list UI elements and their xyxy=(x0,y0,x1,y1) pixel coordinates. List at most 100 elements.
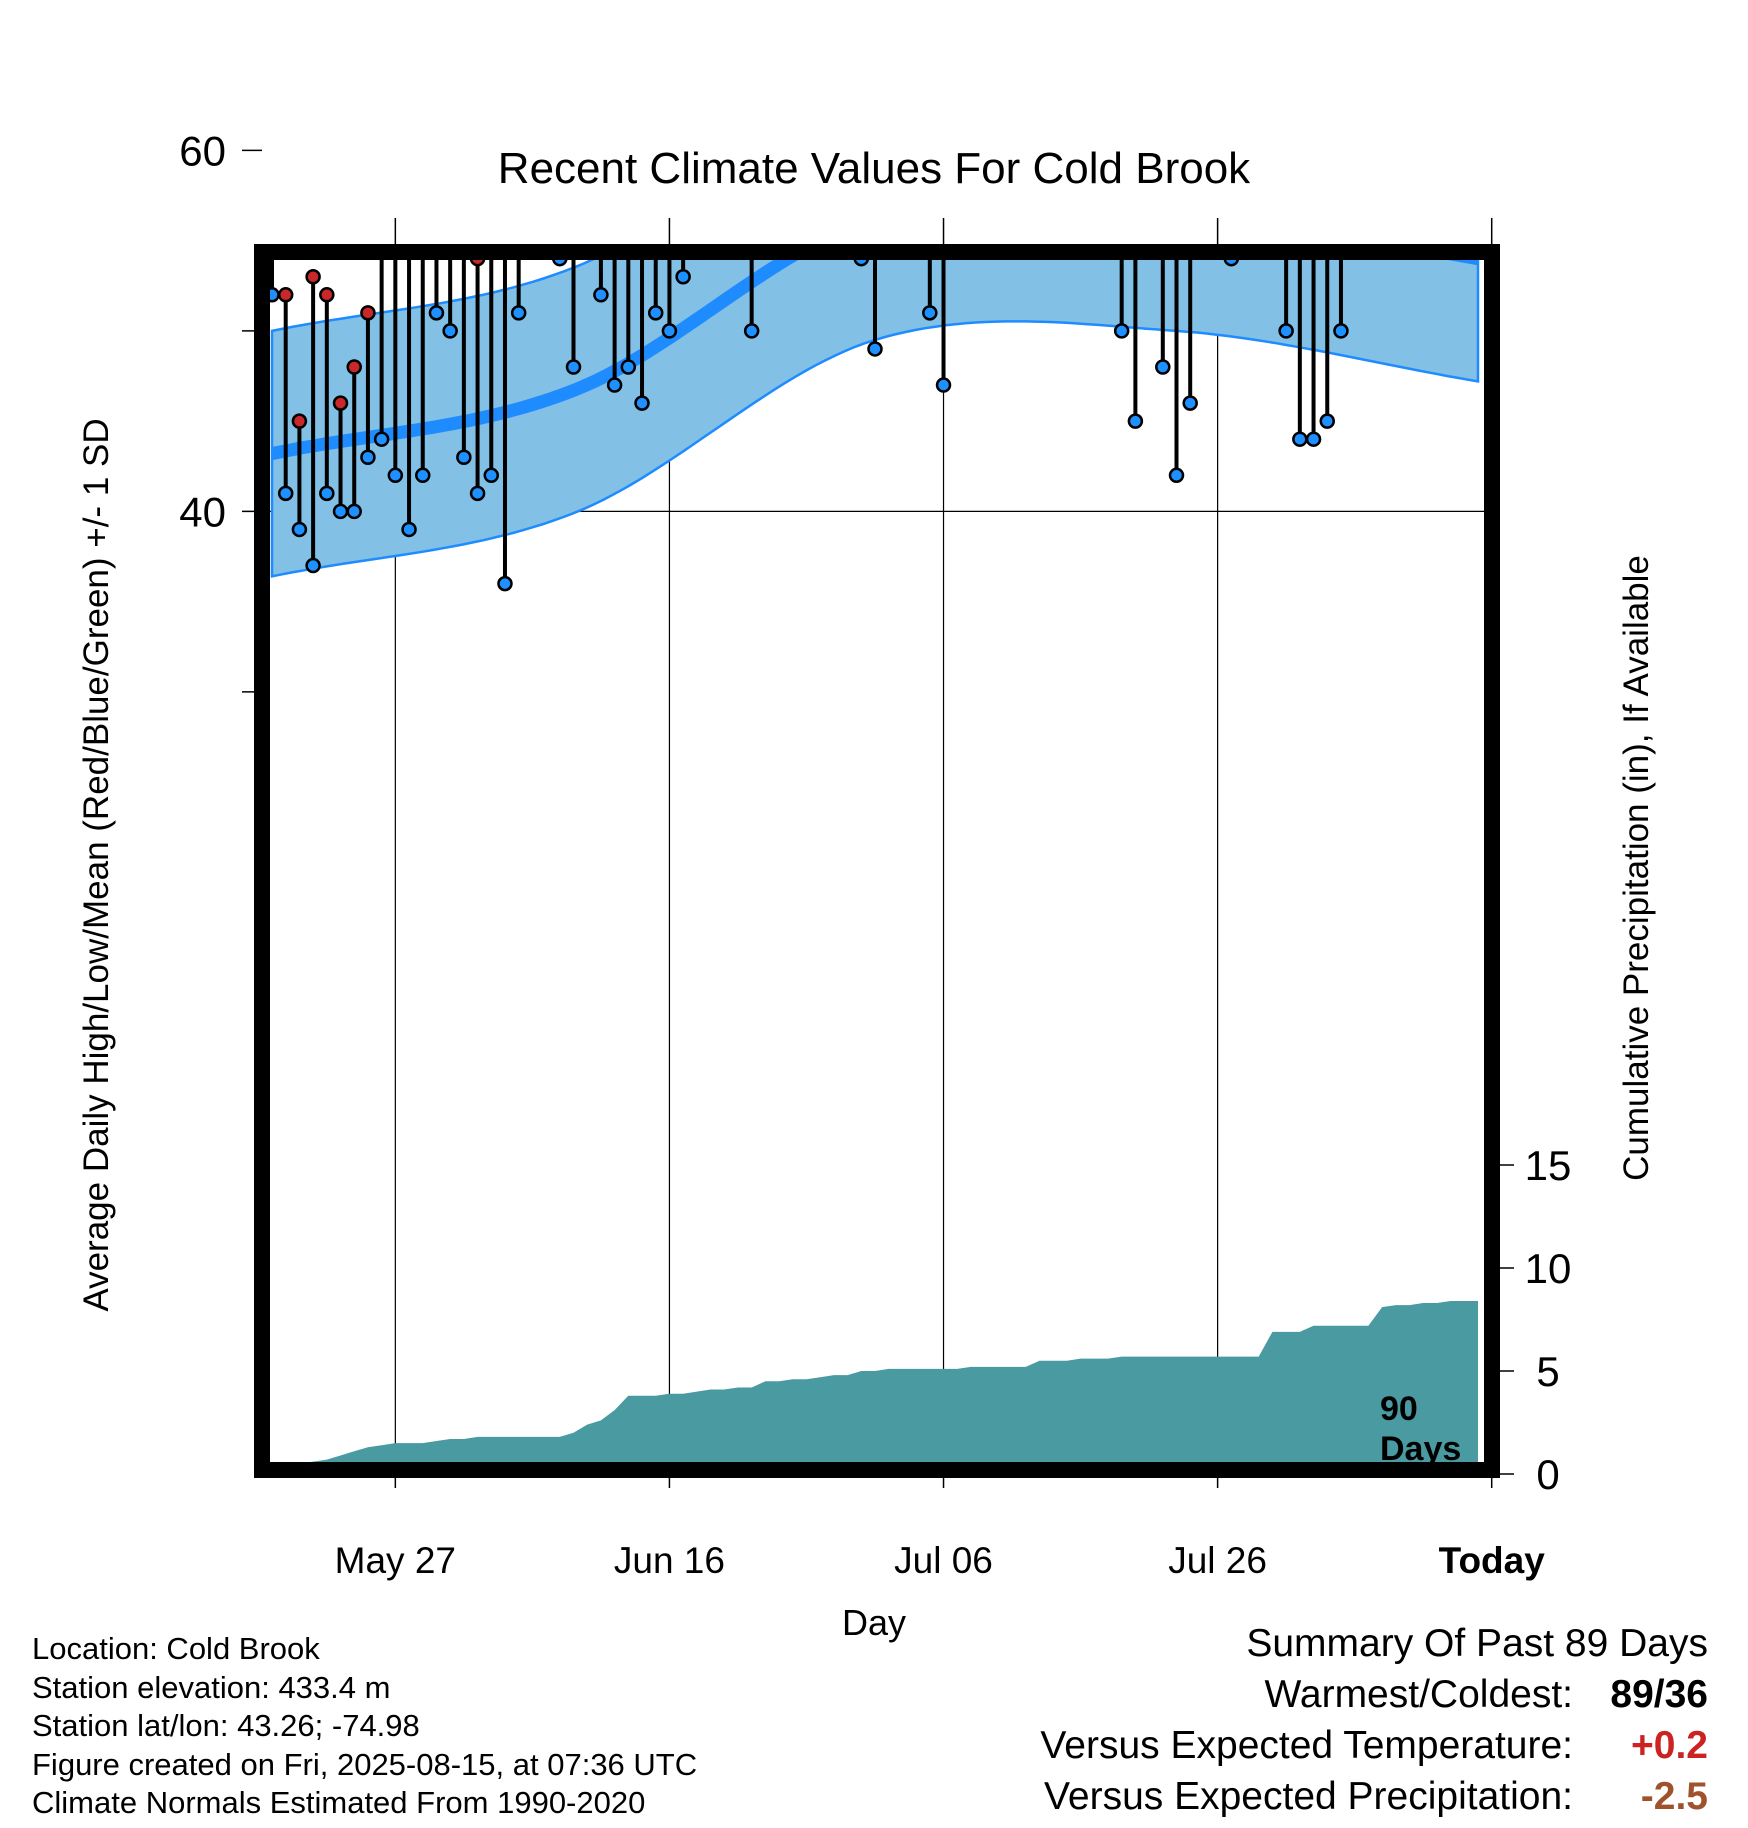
x-tick-label: Jul 06 xyxy=(894,1540,993,1581)
daily-low-point xyxy=(1060,36,1073,49)
today-marker-days: 90 xyxy=(1380,1390,1418,1428)
daily-low-point xyxy=(469,485,486,502)
y2-tick-label: 5 xyxy=(1536,1348,1559,1395)
daily-high-point xyxy=(1280,36,1293,49)
daily-low-point xyxy=(1389,180,1402,193)
normals-text: Climate Normals Estimated From 1990-2020 xyxy=(32,1785,646,1820)
daily-low-point xyxy=(704,72,717,85)
normal-high-line xyxy=(272,0,1478,49)
daily-low-point xyxy=(935,377,952,393)
daily-high-point xyxy=(360,305,376,321)
daily-low-point xyxy=(1305,431,1322,447)
daily-low-point xyxy=(1182,395,1198,411)
daily-low-point xyxy=(1168,467,1185,484)
summary-row-warmest: Warmest/Coldest: 89/36 xyxy=(808,1673,1708,1724)
daily-low-point xyxy=(581,216,594,229)
daily-high-point xyxy=(485,54,498,67)
daily-high-point xyxy=(814,36,827,49)
daily-low-point xyxy=(387,467,404,484)
daily-low-point xyxy=(510,305,527,321)
y2-tick-label: 15 xyxy=(1525,1142,1572,1189)
warmest-value: 89/36 xyxy=(1610,1673,1708,1716)
daily-low-point xyxy=(1266,162,1279,175)
daily-low-point xyxy=(620,359,637,375)
daily-high-point xyxy=(827,90,840,103)
daily-low-point xyxy=(1376,126,1389,139)
daily-low-point xyxy=(483,467,500,484)
daily-low-point xyxy=(882,36,895,49)
normal-mean-line xyxy=(272,9,1478,239)
daily-low-point xyxy=(346,503,362,520)
y2-tick-label: 0 xyxy=(1536,1451,1559,1498)
daily-low-point xyxy=(415,467,431,484)
daily-high-point xyxy=(332,395,349,411)
daily-low-point xyxy=(800,90,813,103)
daily-low-point xyxy=(428,305,445,321)
daily-low-point xyxy=(373,431,390,447)
daily-low-point xyxy=(1292,431,1308,447)
daily-high-point xyxy=(291,413,308,429)
normal-low-line xyxy=(270,252,1480,460)
summary-title: Summary Of Past 89 Days xyxy=(1246,1622,1708,1665)
daily-low-point xyxy=(731,216,744,229)
daily-high-point xyxy=(581,18,594,31)
daily-low-point xyxy=(867,341,883,357)
x-axis-label: Day xyxy=(842,1602,906,1643)
daily-high-point xyxy=(649,72,662,85)
daily-high-point xyxy=(319,287,335,303)
y2-tick-label: 10 xyxy=(1525,1245,1572,1292)
daily-low-point xyxy=(606,377,623,393)
daily-low-point xyxy=(442,323,458,339)
daily-low-point xyxy=(1047,0,1060,13)
daily-low-point xyxy=(743,323,760,339)
today-marker-label: Days xyxy=(1380,1430,1461,1468)
daily-low-point xyxy=(456,449,472,465)
daily-low-point xyxy=(1458,72,1471,85)
daily-low-point xyxy=(1348,216,1361,229)
daily-low-point xyxy=(1472,198,1485,211)
daily-high-point xyxy=(346,359,362,375)
daily-low-point xyxy=(1113,323,1130,339)
daily-low-point xyxy=(360,449,376,465)
daily-low-point xyxy=(1333,323,1349,339)
daily-low-point xyxy=(964,72,977,85)
y-tick-label: 40 xyxy=(179,488,226,535)
x-tick-label: Jul 26 xyxy=(1168,1540,1267,1581)
x-tick-label: Today xyxy=(1439,1540,1546,1581)
daily-high-point xyxy=(430,108,443,121)
daily-high-point xyxy=(277,287,294,303)
daily-low-point xyxy=(1033,54,1046,67)
daily-low-point xyxy=(1239,18,1252,31)
daily-low-point xyxy=(922,305,938,321)
daily-low-point xyxy=(1155,359,1171,375)
daily-low-point xyxy=(277,485,294,502)
daily-low-point xyxy=(1362,198,1375,211)
daily-low-point xyxy=(1430,216,1443,229)
daily-low-point xyxy=(675,269,691,285)
daily-low-point xyxy=(593,287,609,303)
daily-low-point xyxy=(401,521,417,538)
precip-value: -2.5 xyxy=(1640,1775,1708,1818)
daily-low-point xyxy=(305,557,321,574)
daily-low-point xyxy=(661,323,678,339)
daily-high-point xyxy=(389,54,402,67)
elevation-text: Station elevation: 433.4 m xyxy=(32,1669,391,1705)
x-tick-label: Jun 16 xyxy=(614,1540,725,1581)
plot-frame xyxy=(254,244,1500,1478)
daily-high-point xyxy=(731,18,744,31)
daily-low-point xyxy=(319,485,335,502)
summary-row-precip: Versus Expected Precipitation: -2.5 xyxy=(808,1775,1708,1826)
location-text: Location: Cold Brook xyxy=(32,1631,320,1666)
daily-high-point xyxy=(636,18,649,31)
daily-low-point xyxy=(647,305,664,321)
daily-low-point xyxy=(565,359,582,375)
daily-low-point xyxy=(1278,323,1294,339)
created-text: Figure created on Fri, 2025-08-15, at 07… xyxy=(32,1746,698,1782)
y2-axis-label: Cumulative Precipitation (in), If Availa… xyxy=(1617,555,1656,1181)
temp-value: +0.2 xyxy=(1631,1724,1708,1767)
y-tick-label: 60 xyxy=(179,127,226,174)
daily-high-point xyxy=(690,18,703,31)
daily-low-point xyxy=(634,395,650,411)
summary-row-temp: Versus Expected Temperature: +0.2 xyxy=(808,1724,1708,1775)
